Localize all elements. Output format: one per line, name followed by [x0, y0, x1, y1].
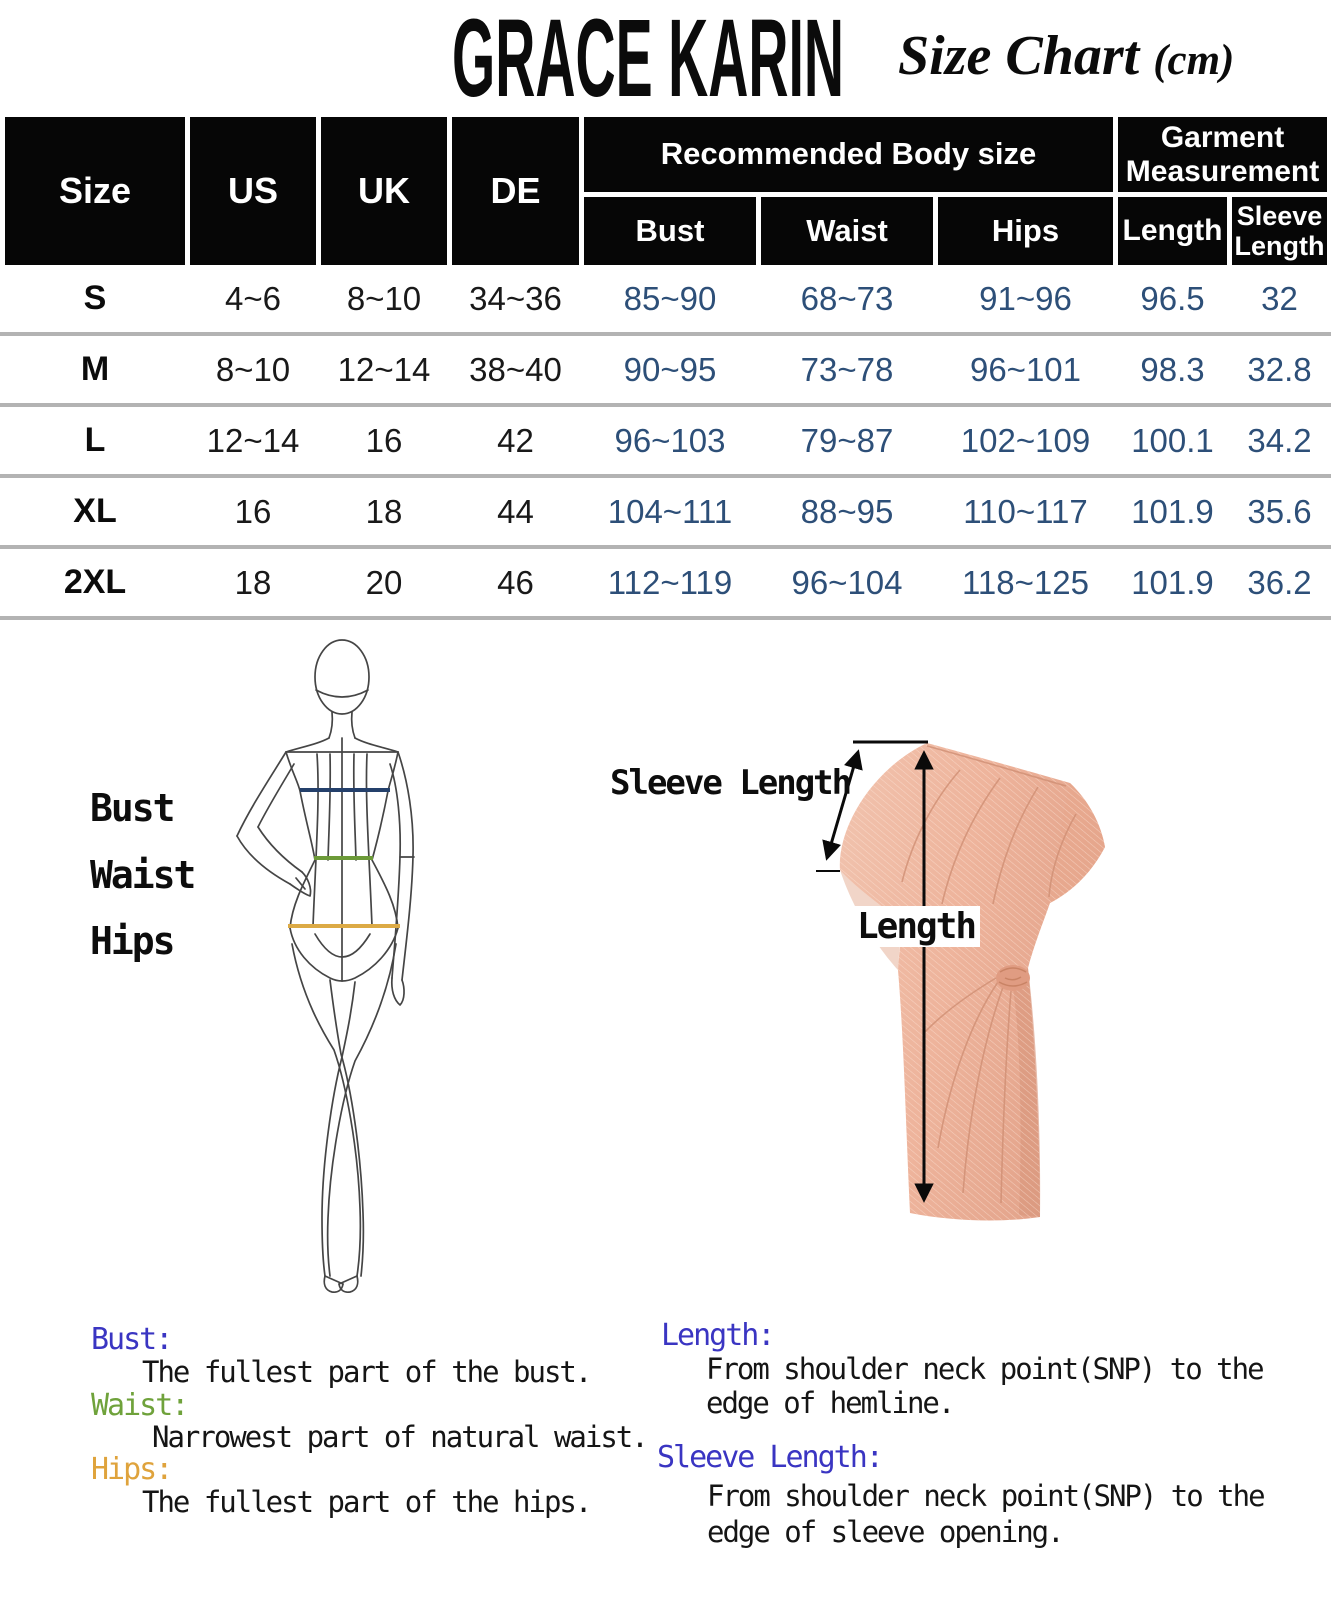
cell-length: 98.3	[1140, 350, 1205, 388]
cell-waist: 73~78	[800, 350, 894, 388]
cell-de: 44	[497, 492, 534, 530]
cell-de: 46	[497, 563, 534, 601]
cell-hips: 110~117	[963, 492, 1088, 530]
cell-waist: 96~104	[791, 563, 903, 601]
cell-sleeve: 35.6	[1247, 492, 1312, 530]
cell-length: 101.9	[1131, 563, 1214, 601]
figure-waist-label: Waist	[90, 853, 196, 897]
page-title: Size Chart (cm)	[898, 24, 1234, 88]
col-header-size: Size	[5, 117, 185, 265]
hips-definition-desc: The fullest part of the hips.	[142, 1485, 592, 1519]
page-title-unit: (cm)	[1153, 37, 1235, 84]
col-header-length: Length	[1118, 197, 1227, 265]
cell-size: XL	[73, 492, 117, 530]
cell-bust: 96~103	[614, 421, 726, 459]
cell-bust: 112~119	[607, 563, 733, 601]
cell-uk: 8~10	[346, 279, 422, 317]
bust-definition-desc: The fullest part of the bust.	[142, 1355, 592, 1389]
cell-hips: 102~109	[960, 421, 1091, 459]
cell-size: 2XL	[63, 563, 127, 601]
table-row-s: S 4~6 8~10 34~36 85~90 68~73 91~96 96.5 …	[0, 265, 1331, 336]
cell-size: L	[84, 421, 106, 459]
table-row-m: M 8~10 12~14 38~40 90~95 73~78 96~101 98…	[0, 336, 1331, 407]
brand-logo: GRACE KARIN	[452, 10, 844, 110]
cell-us: 16	[234, 492, 272, 530]
cell-hips: 96~101	[969, 350, 1082, 388]
size-table-header: Size US UK DE Recommended Body size Garm…	[0, 117, 1331, 265]
cell-uk: 12~14	[337, 350, 431, 388]
group-header-garment: Garment Measurement	[1118, 117, 1327, 192]
sleeve-length-annotation-label: Sleeve Length	[610, 763, 852, 803]
col-header-hips: Hips	[938, 197, 1113, 265]
table-row-2xl: 2XL 18 20 46 112~119 96~104 118~125 101.…	[0, 549, 1331, 620]
cell-bust: 90~95	[623, 350, 717, 388]
cell-uk: 18	[365, 492, 403, 530]
cell-hips: 91~96	[979, 279, 1072, 317]
cell-length: 100.1	[1131, 421, 1214, 459]
figure-hips-label: Hips	[90, 919, 176, 963]
cell-sleeve: 32.8	[1247, 350, 1312, 388]
cell-sleeve: 34.2	[1247, 421, 1312, 459]
cell-bust: 85~90	[623, 279, 717, 317]
cell-sleeve: 36.2	[1247, 563, 1312, 601]
col-header-de: DE	[452, 117, 579, 265]
hips-definition-term: Hips:	[91, 1452, 173, 1487]
cell-de: 38~40	[469, 350, 562, 388]
length-definition-desc-2: edge of hemline.	[706, 1386, 955, 1420]
sleeve-length-definition-term: Sleeve Length:	[657, 1440, 884, 1475]
sleeve-length-arrow-icon	[822, 749, 863, 861]
figure-bust-label: Bust	[90, 786, 176, 830]
sleeve-length-definition-desc-2: edge of sleeve opening.	[707, 1515, 1065, 1549]
sleeve-length-definition-desc-1: From shoulder neck point(SNP) to the	[707, 1479, 1266, 1513]
col-header-waist: Waist	[761, 197, 933, 265]
cell-waist: 68~73	[800, 279, 894, 317]
size-table-body: S 4~6 8~10 34~36 85~90 68~73 91~96 96.5 …	[0, 265, 1331, 620]
page-title-text: Size Chart	[898, 25, 1154, 87]
table-row-l: L 12~14 16 42 96~103 79~87 102~109 100.1…	[0, 407, 1331, 478]
dress-illustration	[816, 740, 1105, 1221]
length-definition-desc-1: From shoulder neck point(SNP) to the	[706, 1352, 1265, 1386]
length-definition-term: Length:	[661, 1318, 775, 1353]
col-header-sleeve-length: Sleeve Length	[1232, 197, 1327, 265]
bust-definition-term: Bust:	[91, 1322, 173, 1357]
body-figure-illustration	[236, 639, 415, 1294]
cell-bust: 104~111	[607, 492, 733, 530]
col-header-bust: Bust	[584, 197, 756, 265]
cell-us: 12~14	[206, 421, 300, 459]
table-row-xl: XL 16 18 44 104~111 88~95 110~117 101.9 …	[0, 478, 1331, 549]
length-annotation-label: Length	[852, 906, 981, 947]
cell-us: 18	[234, 563, 272, 601]
brand-logo-text: GRACE KARIN	[452, 10, 844, 110]
group-header-body-size: Recommended Body size	[584, 117, 1113, 192]
cell-waist: 79~87	[800, 421, 894, 459]
cell-uk: 16	[365, 421, 403, 459]
cell-de: 34~36	[469, 279, 562, 317]
cell-sleeve: 32	[1261, 279, 1298, 317]
cell-size: M	[80, 350, 110, 388]
cell-size: S	[83, 279, 107, 317]
waist-definition-desc: Narrowest part of natural waist.	[152, 1420, 649, 1454]
cell-waist: 88~95	[800, 492, 894, 530]
cell-us: 4~6	[225, 279, 281, 317]
cell-us: 8~10	[215, 350, 291, 388]
waist-definition-term: Waist:	[91, 1388, 189, 1423]
cell-length: 101.9	[1131, 492, 1214, 530]
dress-waist-knot	[996, 965, 1030, 991]
cell-length: 96.5	[1140, 279, 1205, 317]
cell-uk: 20	[365, 563, 403, 601]
cell-hips: 118~125	[962, 563, 1089, 601]
col-header-us: US	[190, 117, 316, 265]
cell-de: 42	[497, 421, 534, 459]
col-header-uk: UK	[321, 117, 447, 265]
